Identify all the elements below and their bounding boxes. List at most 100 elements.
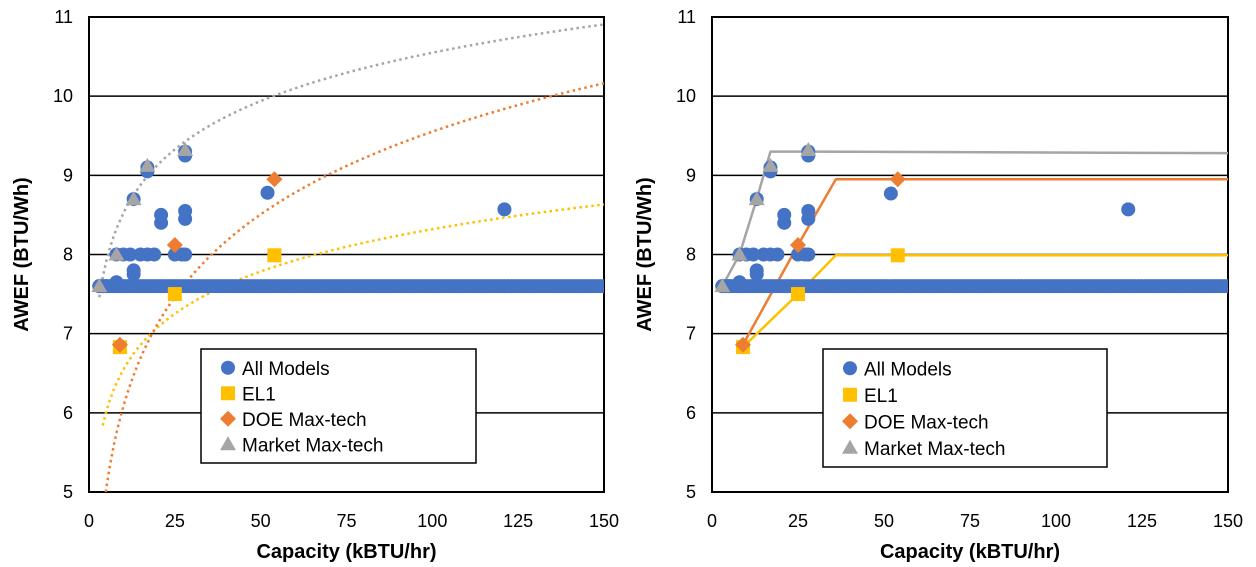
- legend-marker-el1: [843, 387, 857, 402]
- legend-marker-all-models: [221, 360, 235, 375]
- all-models-point: [801, 247, 816, 262]
- all-models-point: [883, 186, 898, 201]
- doe-max-tech-point: [790, 237, 806, 253]
- doe-max-tech-line: [741, 178, 1228, 346]
- y-tick-label: 5: [686, 482, 696, 502]
- legend-label-market-max-tech: Market Max-tech: [242, 435, 383, 456]
- all-models-point: [178, 247, 193, 262]
- legend-label-el1: EL1: [242, 384, 276, 405]
- y-tick-label: 7: [686, 324, 696, 344]
- doe-max-tech-point: [166, 237, 183, 253]
- y-tick-label: 11: [677, 7, 696, 27]
- y-axis-title: AWEF (BTU/Wh): [11, 177, 33, 331]
- all-models-point: [147, 247, 162, 262]
- y-tick-label: 11: [54, 7, 73, 27]
- legend-marker-doe-max-tech: [842, 413, 858, 430]
- all-models-point: [497, 202, 512, 217]
- all-models-point: [770, 247, 785, 262]
- market-max-tech-point: [762, 157, 779, 172]
- legend-marker-el1: [221, 386, 235, 401]
- all-models-baseline-point: [1221, 279, 1228, 294]
- legend-label-doe-max-tech: DOE Max-tech: [864, 412, 989, 433]
- legend-label-doe-max-tech: DOE Max-tech: [242, 410, 367, 431]
- market-max-tech-point: [125, 191, 142, 206]
- y-tick-label: 10: [676, 86, 696, 106]
- x-tick-label: 100: [1041, 511, 1071, 531]
- x-tick-label: 150: [1213, 511, 1243, 531]
- all-models-baseline-point: [597, 279, 604, 294]
- el1-point: [167, 287, 182, 302]
- x-tick-labels: 0 25 50 75 100 125 150: [84, 511, 619, 531]
- series-market-max-tech: [91, 142, 194, 293]
- y-tick-labels: 5 6 7 8 9 10 11: [53, 7, 73, 502]
- doe-max-tech-point: [111, 336, 128, 353]
- all-models-point: [801, 203, 816, 218]
- market-max-tech-point: [748, 191, 765, 206]
- market-max-tech-point: [177, 142, 194, 156]
- x-tick-label: 100: [417, 511, 447, 531]
- market-max-tech-point: [714, 278, 731, 293]
- el1-line: [742, 254, 1228, 349]
- doe-max-tech-point: [734, 336, 751, 353]
- y-tick-label: 9: [686, 165, 696, 185]
- series-doe-max-tech: [734, 171, 906, 353]
- legend: All Models EL1 DOE Max-tech Market Max-tech: [822, 348, 1108, 468]
- y-tick-label: 5: [63, 482, 73, 502]
- el1-trendline: [101, 203, 604, 426]
- y-tick-label: 8: [63, 245, 73, 265]
- el1-point: [791, 287, 805, 302]
- all-models-point: [126, 263, 141, 278]
- plot-frame: [88, 16, 605, 493]
- all-models-point: [109, 275, 124, 290]
- legend: All Models EL1 DOE Max-tech Market Max-tech: [200, 348, 477, 464]
- series-all-models: [92, 144, 604, 294]
- legend-marker-doe-max-tech: [220, 410, 236, 427]
- legend-marker-all-models: [843, 361, 857, 376]
- x-tick-label: 0: [84, 511, 94, 531]
- y-tick-label: 10: [53, 86, 73, 106]
- market-max-tech-point: [139, 157, 156, 172]
- legend-box: [822, 348, 1108, 468]
- x-tick-label: 0: [707, 511, 717, 531]
- x-tick-label: 125: [1127, 511, 1157, 531]
- x-tick-label: 75: [960, 511, 980, 531]
- legend-marker-market-max-tech: [220, 436, 236, 451]
- x-tick-labels: 0 25 50 75 100 125 150: [707, 511, 1243, 531]
- x-tick-label: 50: [251, 511, 271, 531]
- y-tick-label: 6: [63, 403, 73, 423]
- y-tick-label: 9: [63, 165, 73, 185]
- chart-1: 5 6 7 8 9 10 11 0 25 50 75 100 125 150 Capacity (kBTU/…: [11, 7, 619, 563]
- legend-box: [200, 348, 477, 464]
- x-tick-label: 25: [788, 511, 808, 531]
- doe-max-tech-trendline: [104, 82, 604, 492]
- market-max-tech-point: [731, 246, 748, 261]
- x-axis-title: Capacity (kBTU/hr): [256, 541, 436, 563]
- doe-max-tech-point: [266, 171, 283, 188]
- all-models-point: [777, 207, 792, 222]
- legend-label-el1: EL1: [864, 386, 898, 407]
- legend-label-market-max-tech: Market Max-tech: [864, 439, 1005, 460]
- el1-point: [890, 248, 905, 263]
- x-tick-label: 75: [336, 511, 356, 531]
- x-tick-label: 25: [165, 511, 185, 531]
- plot-content: [714, 142, 1228, 355]
- x-tick-label: 50: [874, 511, 894, 531]
- series-doe-max-tech: [111, 171, 283, 353]
- legend-label-all-models: All Models: [864, 359, 952, 380]
- y-tick-labels: 5 6 7 8 9 10 11: [676, 7, 696, 502]
- market-max-tech-point: [91, 278, 108, 293]
- series-market-max-tech: [714, 142, 817, 293]
- all-models-point: [732, 275, 747, 290]
- all-models-point: [178, 203, 193, 218]
- market-max-tech-point: [108, 246, 125, 261]
- all-models-point: [1121, 202, 1136, 217]
- all-models-point: [154, 207, 169, 222]
- el1-point: [267, 248, 282, 263]
- market-max-tech-point: [800, 142, 817, 156]
- x-axis-title: Capacity (kBTU/hr): [880, 541, 1060, 563]
- y-tick-label: 6: [686, 403, 696, 423]
- all-models-point: [260, 185, 275, 200]
- all-models-point: [746, 247, 761, 262]
- y-axis-title: AWEF (BTU/Wh): [634, 177, 656, 331]
